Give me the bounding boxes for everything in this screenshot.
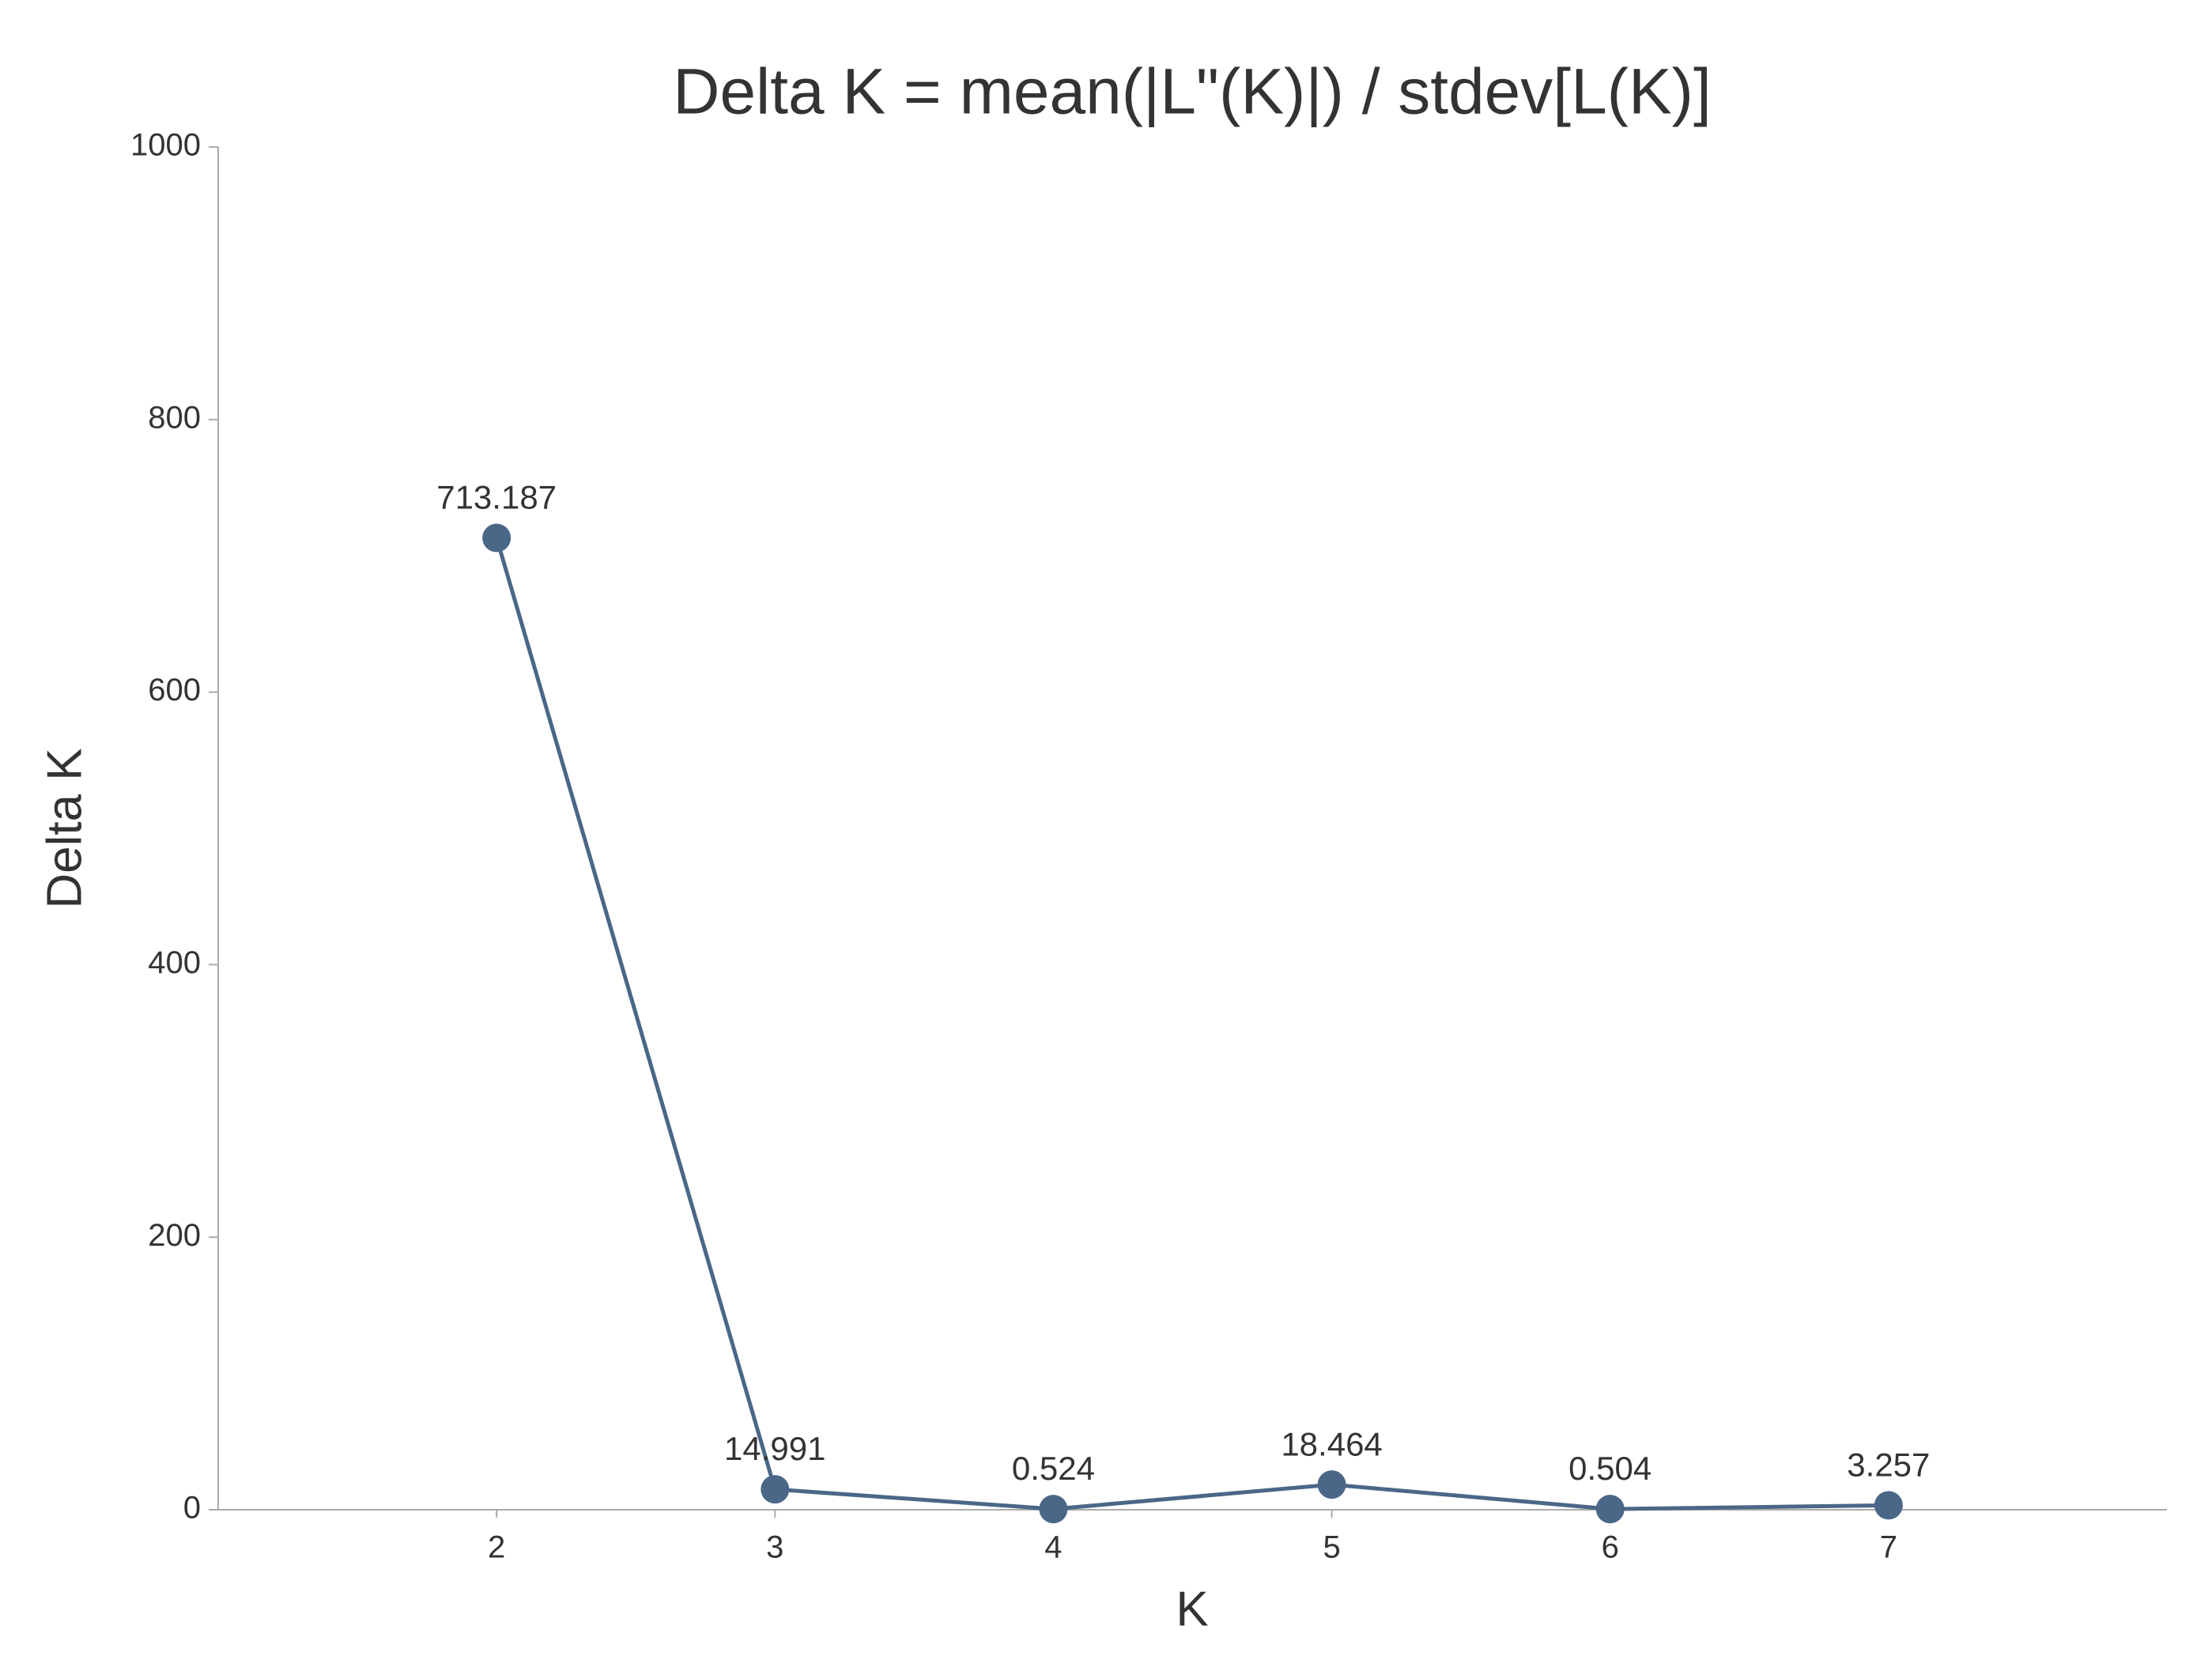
point [1874, 1491, 1903, 1520]
data-label: 713.187 [436, 479, 557, 516]
data-label: 3.257 [1847, 1446, 1930, 1483]
y-tick-label: 600 [148, 673, 201, 707]
data-label: 18.464 [1281, 1425, 1382, 1462]
point [1317, 1470, 1346, 1499]
y-tick-label: 0 [183, 1491, 201, 1526]
point [482, 523, 511, 553]
point [1039, 1495, 1068, 1524]
data-label: 0.504 [1568, 1450, 1651, 1487]
y-tick-label: 800 [148, 400, 201, 435]
chart-title: Delta K = mean(|L"(K)|) / stdev[L(K)] [673, 56, 1712, 128]
y-tick-label: 1000 [130, 128, 201, 163]
x-tick-label: 5 [1323, 1530, 1340, 1565]
point [761, 1475, 790, 1504]
data-label: 0.524 [1012, 1450, 1095, 1487]
y-tick-label: 400 [148, 945, 201, 980]
x-axis-label: K [1176, 1582, 1208, 1636]
y-tick-label: 200 [148, 1218, 201, 1253]
x-tick-label: 7 [1880, 1530, 1897, 1565]
line [494, 537, 1889, 1511]
point [1595, 1495, 1625, 1524]
x-tick-label: 2 [488, 1530, 505, 1565]
x-tick-label: 6 [1602, 1530, 1619, 1565]
x-tick-label: 4 [1044, 1530, 1062, 1565]
x-tick-label: 3 [766, 1530, 783, 1565]
y-axis-label: Delta K [37, 748, 92, 908]
data-label: 14.991 [724, 1430, 825, 1467]
